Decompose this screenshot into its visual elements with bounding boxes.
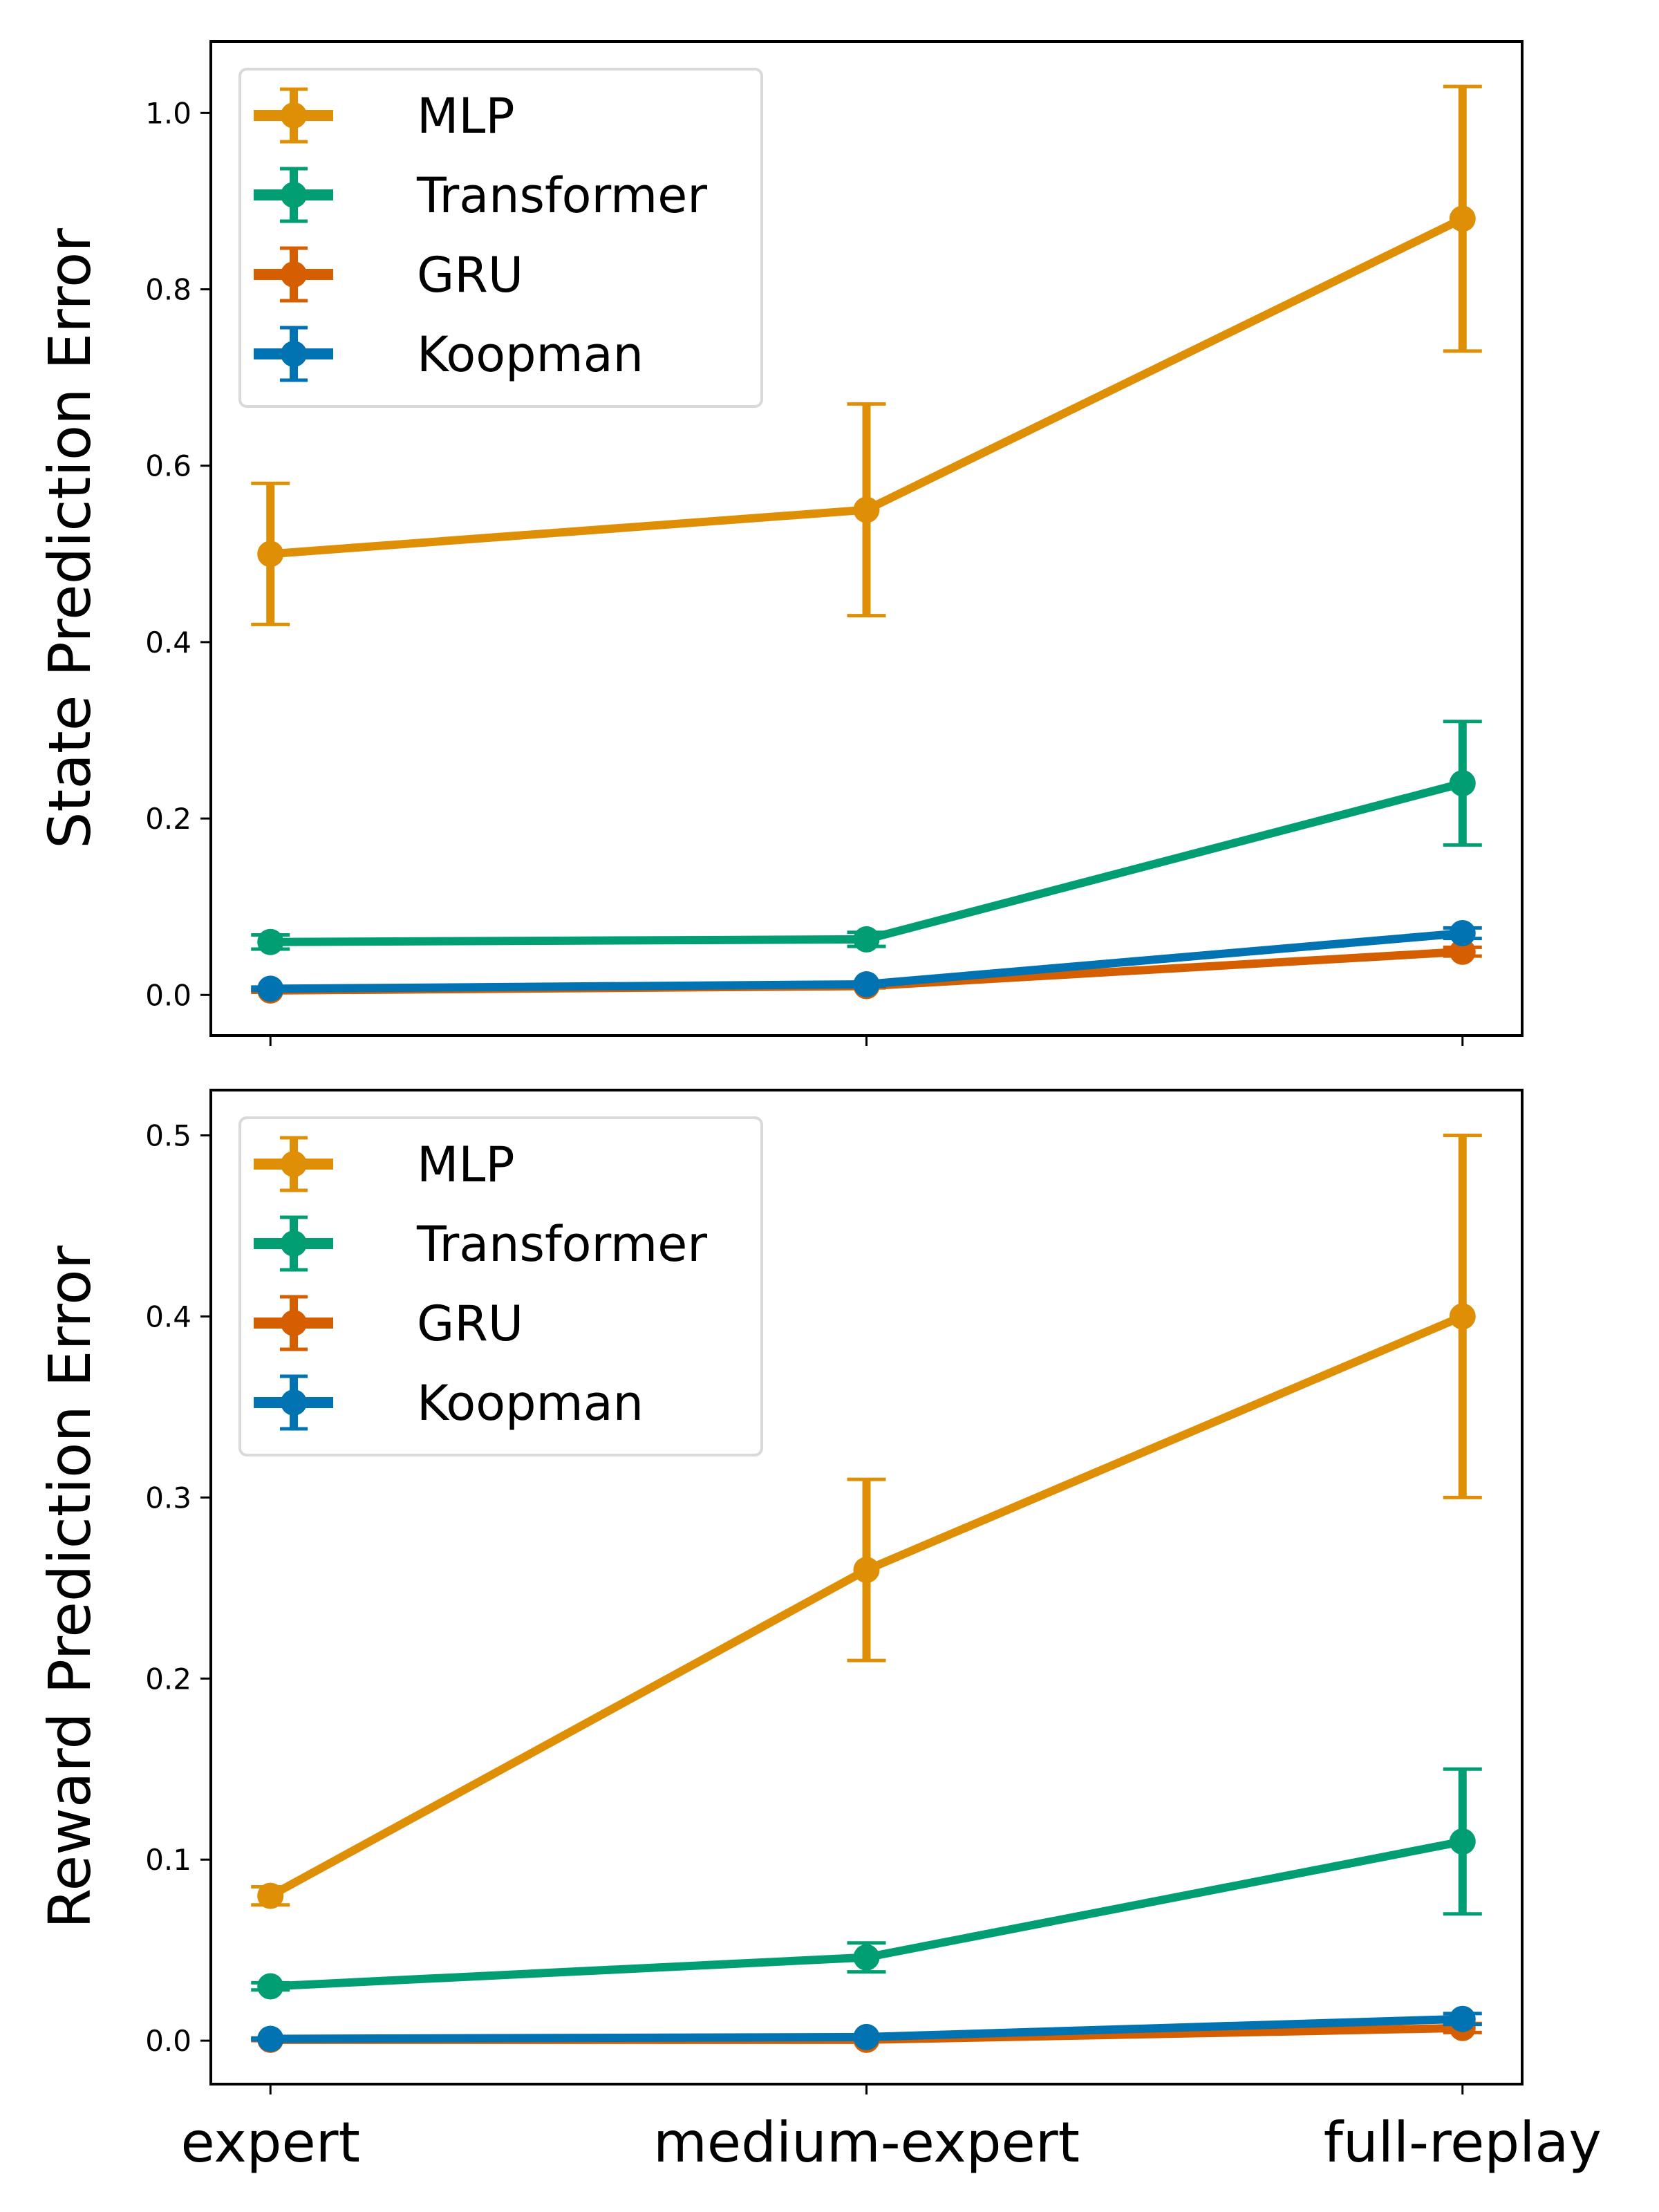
legend-marker-icon [281,102,307,129]
legend-label: GRU [417,1295,523,1352]
legend-marker-icon [281,1151,307,1177]
data-point [853,496,880,523]
legend-marker-icon [281,182,307,208]
y-tick-label: 0.0 [145,2024,191,2058]
y-tick-label: 0.4 [145,1300,191,1333]
data-point [1449,1828,1476,1855]
data-point [853,1944,880,1971]
legend-item-mlp: MLP [254,1136,515,1193]
series-transformer [251,720,1482,955]
series-transformer [251,1767,1482,2000]
x-tick-label: expert [181,2110,360,2175]
legend-item-gru: GRU [254,246,523,303]
data-point [257,928,284,955]
legend-marker-icon [281,1389,307,1416]
reward-error-panel: 0.0 0.1 0.2 0.3 0.4 0.5 expert medium-expert ful… [36,1089,1602,2175]
x-tick-label: medium-expert [653,2110,1080,2175]
y-tick-label: 0.8 [145,273,191,307]
y-tick-label: 0.4 [145,626,191,659]
series-koopman [251,2005,1482,2052]
legend-item-koopman: Koopman [254,326,644,383]
y-axis-label: State Prediction Error [36,228,104,849]
data-point [1449,1303,1476,1330]
data-point [853,971,880,997]
y-tick-label: 0.0 [145,978,191,1012]
series-mlp [251,1133,1482,1909]
data-point [257,1973,284,2000]
data-point [1449,938,1476,965]
data-point [853,1557,880,1584]
series-mlp [251,84,1482,626]
y-tick-label: 0.6 [145,449,191,483]
legend-label: GRU [417,247,523,303]
legend: MLP Transformer GRU Koopman [238,1116,763,1456]
y-tick-label: 0.2 [145,1662,191,1696]
legend-frame [238,1116,763,1456]
y-axis-label: Reward Prediction Error [36,1245,104,1929]
y-tick-label: 1.0 [145,96,191,130]
legend-item-gru: GRU [254,1295,523,1352]
legend-label: Koopman [417,326,644,383]
legend-item-mlp: MLP [254,87,515,144]
legend-label: Koopman [417,1375,644,1432]
y-tick-label: 0.2 [145,802,191,836]
legend-item-transformer: Transformer [254,167,707,224]
y-tick-label: 0.1 [145,1843,191,1877]
legend-marker-icon [281,1310,307,1336]
data-point [853,2023,880,2050]
y-tick-label: 0.3 [145,1481,191,1515]
legend-label: MLP [417,1136,515,1193]
data-point [1449,2005,1476,2032]
data-point [257,1882,284,1909]
data-point [1449,919,1476,946]
series-koopman [251,919,1482,1002]
legend-marker-icon [281,261,307,288]
x-tick-label: full-replay [1324,2110,1602,2175]
legend-frame [238,68,763,408]
legend: MLP Transformer GRU Koopman [238,68,763,408]
legend-item-transformer: Transformer [254,1215,707,1273]
data-point [257,975,284,1002]
data-point [853,926,880,953]
data-point [257,2025,284,2052]
legend-marker-icon [281,1230,307,1257]
state-error-panel: 0.0 0.2 0.4 0.6 0.8 1.0 State Prediction Erro… [36,40,1524,1046]
data-point [1449,770,1476,797]
data-point [257,541,284,568]
legend-marker-icon [281,341,307,367]
legend-item-koopman: Koopman [254,1374,644,1432]
legend-label: MLP [417,88,515,144]
y-tick-label: 0.5 [145,1118,191,1152]
legend-label: Transformer [416,167,707,224]
legend-label: Transformer [416,1216,707,1273]
data-point [1449,205,1476,232]
